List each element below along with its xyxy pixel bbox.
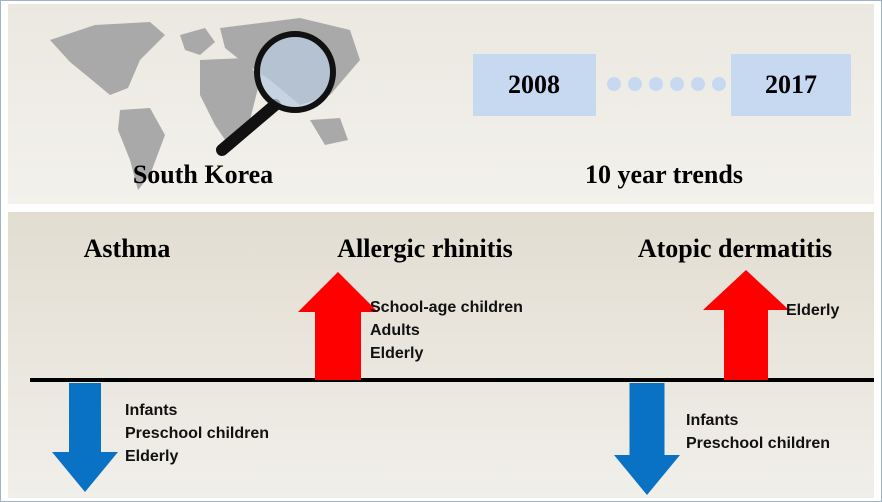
magnifier (216, 31, 336, 156)
group-label: Elderly (786, 302, 839, 319)
increase-arrow (298, 272, 378, 380)
decrease-arrow (52, 383, 118, 492)
caption: 10 year trends (585, 160, 743, 189)
increase-arrow (703, 270, 789, 380)
decrease-arrow (614, 383, 680, 495)
year-box (731, 54, 851, 116)
dots (607, 77, 726, 91)
group-label: Elderly (370, 345, 423, 362)
group-label: Elderly (125, 448, 178, 465)
start-year: 2008 (508, 70, 560, 99)
group-label: Preschool children (125, 425, 269, 442)
location: South Korea (133, 160, 273, 189)
disease-title: Asthma (84, 234, 171, 263)
disease-title: Atopic dermatitis (638, 234, 832, 263)
disease-title: Allergic rhinitis (337, 234, 512, 263)
year-box (473, 54, 596, 116)
group-label: Adults (370, 322, 420, 339)
group-label: Infants (125, 402, 178, 419)
group-label: Infants (686, 412, 739, 429)
group-label: School-age children (370, 299, 523, 316)
group-label: Preschool children (686, 435, 830, 452)
end-year: 2017 (765, 70, 817, 99)
